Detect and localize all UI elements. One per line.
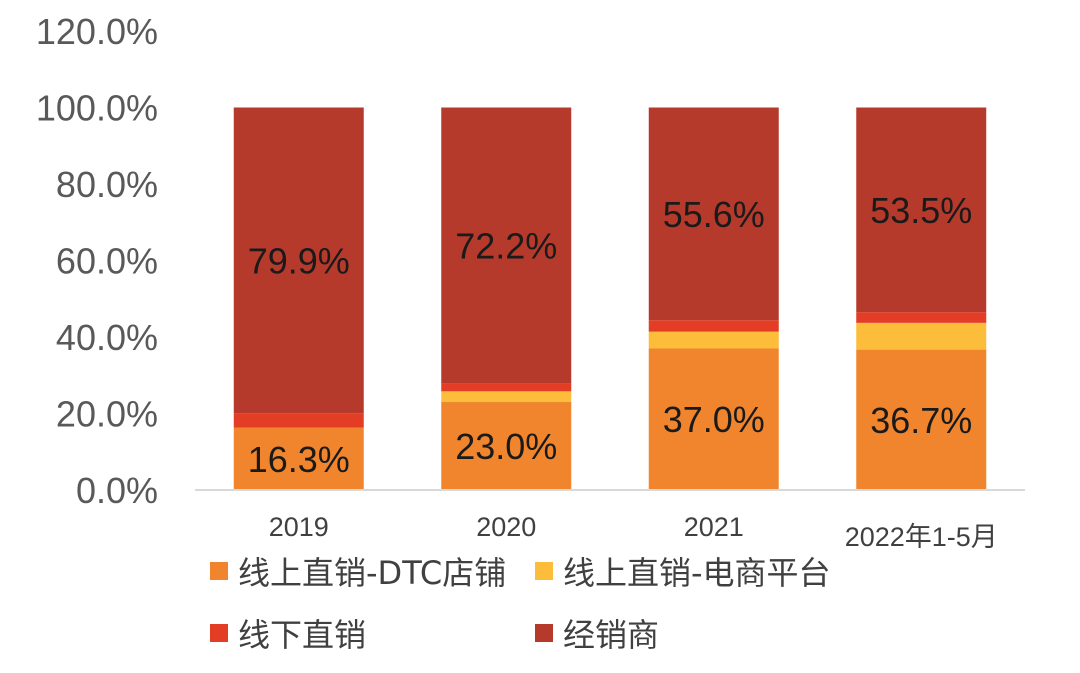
data-label: 72.2% <box>455 226 557 267</box>
legend-swatch-distributor <box>535 624 553 642</box>
data-label: 36.7% <box>870 400 972 441</box>
legend-item-offline: 线下直销 <box>210 610 366 656</box>
data-label: 53.5% <box>870 190 972 231</box>
legend-item-ecommerce: 线上直销-电商平台 <box>535 548 831 594</box>
legend-label-ecommerce: 线上直销-电商平台 <box>563 554 831 592</box>
bar-segment <box>648 331 779 349</box>
legend-swatch-ecommerce <box>535 562 553 580</box>
stacked-bar-chart: 0.0% 20.0% 40.0% 60.0% 80.0% 100.0% 120.0% 16.3… <box>36 11 1025 548</box>
legend: 线上直销-DTC店铺 线上直销-电商平台 线下直销 经销商 <box>210 548 1070 658</box>
bar-segment <box>233 427 364 490</box>
y-tick-label: 100.0% <box>36 88 158 129</box>
bar-segment <box>233 413 364 428</box>
data-label: 37.0% <box>663 399 765 440</box>
x-category-label: 2021 <box>684 512 744 542</box>
bar-segment <box>441 391 572 403</box>
bar-segment <box>856 107 987 313</box>
legend-label-offline: 线下直销 <box>238 616 367 654</box>
data-label: 16.3% <box>248 439 350 480</box>
bar-segment <box>856 312 987 323</box>
legend-swatch-offline <box>210 624 228 642</box>
y-tick-label: 80.0% <box>56 164 158 205</box>
legend-swatch-dtc <box>210 562 228 580</box>
data-label: 55.6% <box>663 194 765 235</box>
x-category-label: 2020 <box>476 512 536 542</box>
bar-segment <box>856 322 987 350</box>
legend-label-distributor: 经销商 <box>563 616 660 654</box>
y-tick-label: 20.0% <box>56 394 158 435</box>
data-label: 79.9% <box>248 240 350 281</box>
y-tick-label: 120.0% <box>36 11 158 52</box>
x-category-label: 2019 <box>269 512 329 542</box>
y-tick-label: 0.0% <box>76 470 158 511</box>
data-label: 23.0% <box>455 426 557 467</box>
bar-segment <box>441 107 572 384</box>
bar-segment <box>441 383 572 392</box>
bar-segment <box>441 402 572 490</box>
y-tick-label: 60.0% <box>56 241 158 282</box>
bar-segment <box>856 349 987 490</box>
y-tick-label: 40.0% <box>56 317 158 358</box>
bar-segment <box>648 320 779 332</box>
bar-segment <box>648 348 779 490</box>
legend-item-distributor: 经销商 <box>535 610 659 656</box>
legend-item-dtc: 线上直销-DTC店铺 <box>210 548 506 594</box>
x-category-label: 2022年1-5月 <box>845 522 998 548</box>
legend-label-dtc: 线上直销-DTC店铺 <box>238 554 507 592</box>
bar-segment <box>233 107 364 414</box>
bar-segment <box>648 107 779 321</box>
